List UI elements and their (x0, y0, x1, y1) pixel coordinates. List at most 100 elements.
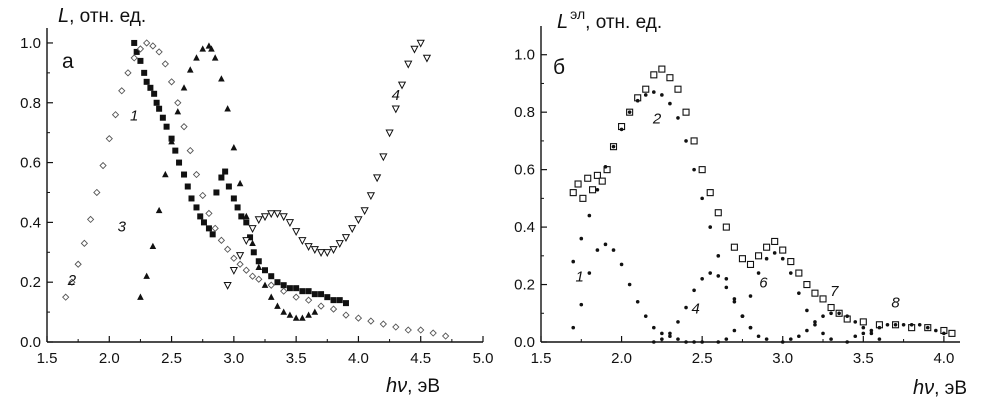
point-2-4 (86, 215, 95, 224)
point-3-17 (236, 179, 244, 187)
point-2-10 (652, 90, 656, 94)
series-8 (845, 322, 946, 344)
point-3-24 (280, 308, 287, 315)
point-6-14 (829, 337, 833, 341)
point-7-5 (821, 314, 825, 318)
point-3-16 (230, 144, 238, 151)
point-3-3 (155, 206, 163, 214)
point-2-11 (660, 93, 664, 97)
point-2-15 (155, 48, 163, 56)
point-3-8 (186, 66, 194, 73)
point-1-36 (280, 282, 287, 289)
y-tick-label: 1.0 (20, 35, 41, 52)
point-8-0 (845, 340, 849, 344)
point-2-25 (217, 236, 226, 244)
point-1-13 (176, 159, 183, 166)
point-1-35 (274, 279, 281, 286)
point-4-26 (385, 129, 394, 138)
point-6-12 (813, 322, 817, 327)
point-2-35 (304, 296, 313, 304)
point-3-19 (249, 239, 256, 247)
point-1-6 (619, 262, 624, 267)
point-3-21 (261, 281, 269, 288)
panel-a: 1.5 2.0 2.5 3.0 3.5 4.0 4.5 5.0 0.0 0.2 0.4 0.6 0.8 1… (20, 5, 493, 397)
point-1-33 (262, 267, 268, 274)
point-4-12 (748, 325, 753, 330)
point-4-21 (354, 216, 363, 225)
point-4-2 (235, 252, 245, 260)
point-2-12 (668, 101, 672, 106)
point-1-32 (255, 258, 262, 265)
point-1-10 (652, 325, 656, 330)
point-1-2 (587, 271, 592, 275)
point-1-37 (286, 285, 293, 292)
series-1 (571, 242, 704, 344)
point-2-6 (99, 161, 107, 170)
point-4-14 (310, 246, 319, 254)
point-6-1 (724, 337, 729, 341)
point-3-27 (299, 314, 306, 321)
point-2-19 (724, 277, 729, 281)
point-6-0 (716, 340, 721, 344)
x-tick-label: 2.5 (161, 350, 182, 367)
point-3-15 (224, 105, 231, 112)
y-tick-label: 0.0 (514, 334, 535, 351)
point-1-38 (293, 285, 300, 292)
point-2-30 (248, 272, 257, 280)
point-1-12 (172, 147, 179, 154)
y-tick-label: 0.2 (20, 274, 41, 291)
point-1-15 (184, 183, 191, 190)
point-4-18 (335, 240, 344, 248)
point-2-20 (186, 146, 194, 155)
point-2-42 (392, 323, 400, 331)
point-exp-27 (763, 243, 771, 251)
point-1-42 (318, 291, 325, 298)
point-exp-21 (714, 209, 722, 217)
point-4-31 (416, 39, 425, 48)
point-4-0 (652, 340, 656, 344)
point-2-46 (441, 332, 450, 340)
point-3-28 (305, 311, 312, 318)
point-7-9 (853, 320, 858, 324)
point-exp-34 (819, 295, 827, 303)
point-exp-23 (730, 243, 738, 251)
point-1-45 (336, 297, 343, 304)
point-3-12 (208, 45, 215, 52)
point-2-9 (643, 93, 648, 97)
point-3-18 (243, 212, 250, 220)
point-7-0 (780, 340, 785, 344)
point-4-4 (684, 305, 688, 310)
point-4-1 (660, 337, 664, 341)
point-7-2 (797, 334, 801, 339)
point-2-7 (105, 135, 113, 143)
point-exp-17 (682, 108, 690, 116)
point-4-9 (724, 285, 729, 290)
point-2-44 (417, 326, 425, 334)
point-6-10 (797, 291, 801, 295)
point-4-5 (692, 288, 696, 293)
point-1-6 (151, 90, 158, 97)
point-7-7 (837, 311, 841, 316)
point-4-20 (348, 225, 357, 234)
point-2-17 (708, 225, 713, 229)
point-2-2 (587, 213, 592, 218)
point-7-4 (813, 320, 817, 324)
point-2-1 (579, 236, 584, 241)
point-4-1 (229, 267, 238, 275)
point-exp-1 (574, 180, 582, 188)
point-2-18 (174, 99, 182, 107)
point-4-24 (372, 174, 382, 183)
point-6-3 (740, 314, 745, 318)
point-1-14 (684, 340, 688, 344)
point-7-12 (877, 337, 882, 341)
point-6-5 (756, 271, 761, 275)
point-2-43 (404, 326, 412, 334)
point-6-11 (805, 308, 809, 313)
point-exp-26 (755, 252, 763, 260)
point-2-21 (192, 170, 201, 179)
point-exp-20 (706, 189, 714, 197)
point-2-36 (317, 302, 325, 310)
point-1-21 (209, 231, 216, 238)
